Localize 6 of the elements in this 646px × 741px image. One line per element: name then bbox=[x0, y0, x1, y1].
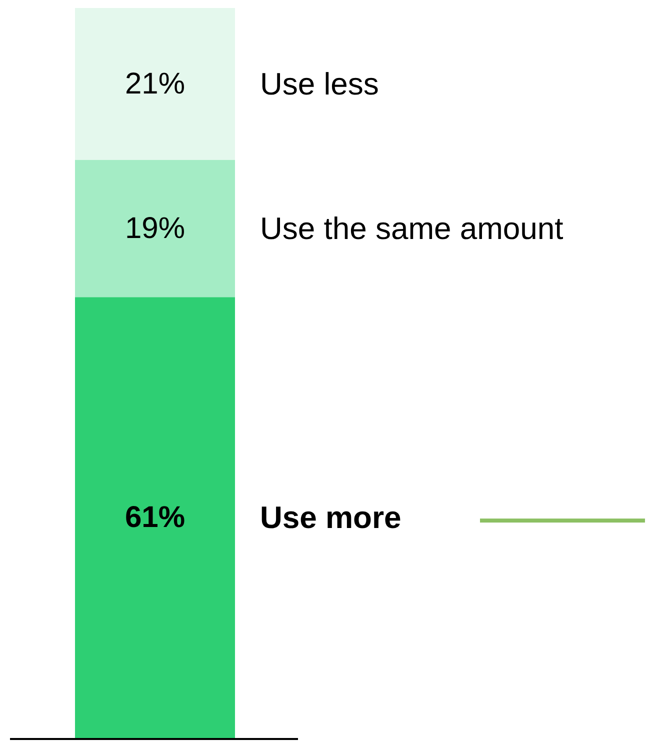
series-label: Use less bbox=[260, 66, 379, 102]
series-label: Use more bbox=[260, 500, 402, 536]
data-label: 61% bbox=[124, 501, 186, 534]
data-label: 19% bbox=[124, 212, 186, 245]
data-label: 21% bbox=[124, 67, 186, 100]
series-label: Use the same amount bbox=[260, 210, 564, 246]
